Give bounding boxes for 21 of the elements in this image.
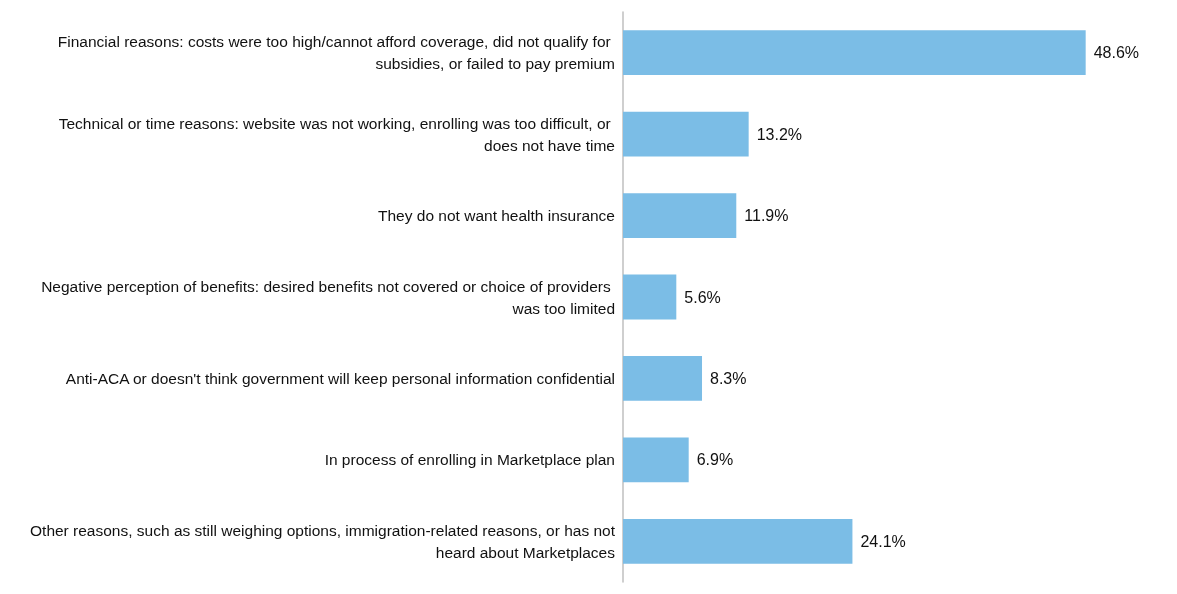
data-label: 13.2% <box>756 125 803 143</box>
data-label: 6.9% <box>696 451 734 469</box>
bar <box>623 274 677 320</box>
data-label: 48.6% <box>1093 44 1140 62</box>
y-tick-label: They do not want health insurance <box>378 207 615 225</box>
bar <box>623 30 1086 76</box>
data-label: 11.9% <box>744 207 789 225</box>
bar <box>623 518 853 564</box>
y-tick-label: Anti-ACA or doesn't think government will keep personal information confidential <box>65 369 615 387</box>
bar <box>623 193 737 238</box>
y-tick-label: In process of enrolling in Marketplace plan <box>324 451 615 469</box>
bar <box>623 356 703 401</box>
data-label: 24.1% <box>860 532 906 550</box>
bar <box>623 437 689 483</box>
data-label: 8.3% <box>710 369 747 387</box>
y-tick-label: Negative perception of benefits: desired benefits not covered or choice of providers was too limited <box>41 277 615 317</box>
y-tick-label: Other reasons, such as still weighing options, immigration-related reasons, or has not heard about Marketplaces <box>30 521 616 561</box>
y-tick-label: Technical or time reasons: website was not working, enrolling was too difficult, or does not have time <box>58 114 615 154</box>
y-tick-label: Financial reasons: costs were too high/cannot afford coverage, did not qualify for subsidies, or failed to pay premium <box>57 33 615 73</box>
data-label: 5.6% <box>684 288 721 306</box>
bar <box>623 111 749 157</box>
